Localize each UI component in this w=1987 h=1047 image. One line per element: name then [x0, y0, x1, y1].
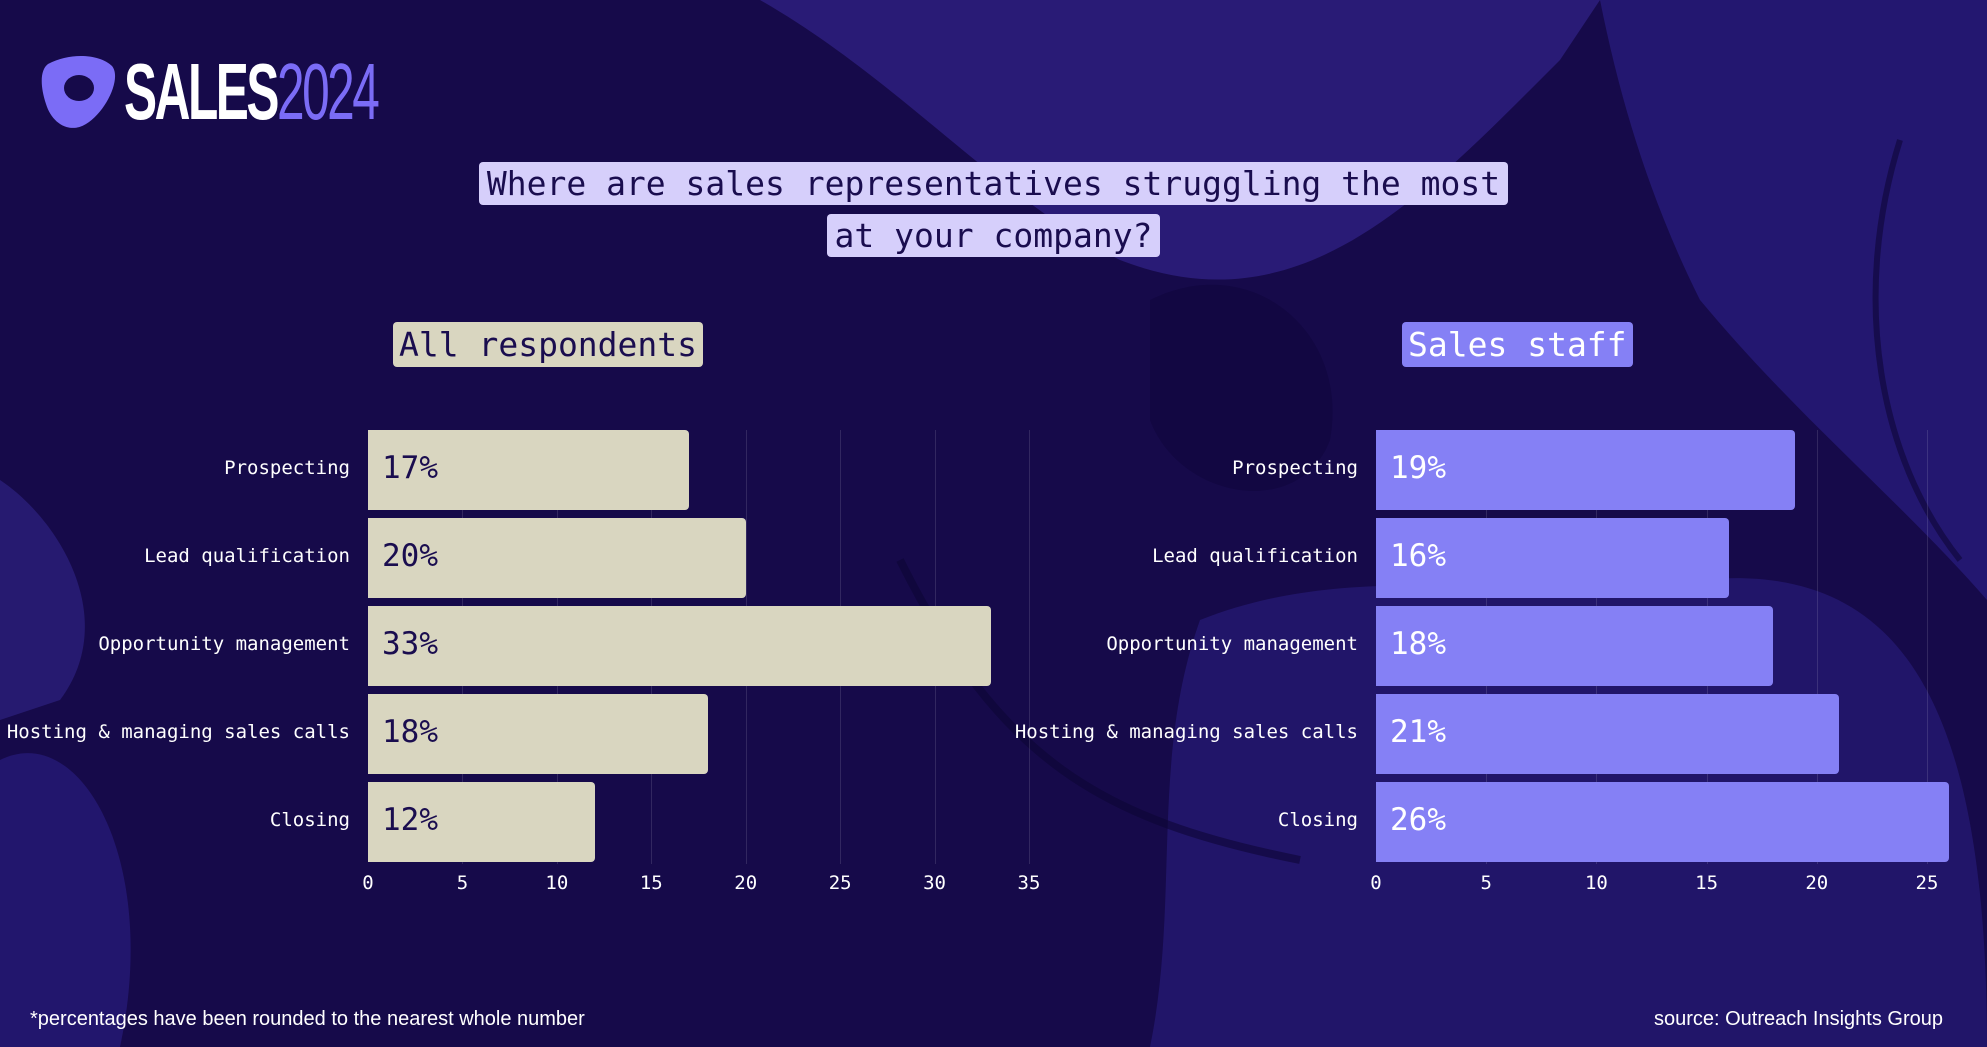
bar — [368, 430, 690, 510]
bar — [368, 606, 992, 686]
bar — [1376, 782, 1950, 862]
x-tick-label: 10 — [1584, 872, 1608, 894]
bar-data-label: 18% — [1390, 626, 1446, 662]
logo-year: 2024 — [276, 47, 380, 136]
category-label: Opportunity management — [1106, 633, 1358, 655]
x-tick-label: 20 — [734, 872, 758, 894]
bar — [1376, 694, 1839, 774]
logo-mark-icon — [41, 55, 116, 128]
x-tick-label: 25 — [828, 872, 852, 894]
category-label: Lead qualification — [1152, 545, 1358, 567]
x-tick-label: 30 — [923, 872, 947, 894]
bar — [368, 782, 595, 862]
chart-title: Sales staff — [1402, 322, 1633, 367]
bar — [1376, 430, 1795, 510]
question-text-2: at your company? — [826, 214, 1161, 257]
logo-word: SALES — [124, 47, 279, 136]
category-label: Prospecting — [1232, 457, 1358, 479]
category-label: Closing — [1277, 809, 1358, 831]
category-label: Hosting & managing sales calls — [1014, 721, 1358, 743]
bar-data-label: 18% — [382, 714, 438, 750]
x-tick-label: 15 — [639, 872, 663, 894]
bar — [1376, 518, 1729, 598]
category-label: Hosting & managing sales calls — [6, 721, 350, 743]
bar-data-label: 19% — [1390, 450, 1446, 486]
bar-data-label: 26% — [1390, 802, 1446, 838]
question-text-1: Where are sales representatives struggli… — [478, 162, 1509, 205]
bar-data-label: 12% — [382, 802, 438, 838]
gridline — [1029, 430, 1030, 864]
bar-data-label: 16% — [1390, 538, 1446, 574]
bar — [368, 694, 708, 774]
category-label: Closing — [269, 809, 350, 831]
x-tick-label: 20 — [1805, 872, 1829, 894]
x-tick-label: 25 — [1915, 872, 1939, 894]
source-note: source: Outreach Insights Group — [1653, 1008, 1943, 1030]
bar-data-label: 20% — [382, 538, 438, 574]
gridline — [1816, 430, 1818, 864]
bar-data-label: 21% — [1390, 714, 1446, 750]
chart-title: All respondents — [393, 322, 704, 367]
x-tick-label: 0 — [1370, 872, 1382, 894]
bar — [368, 518, 746, 598]
x-tick-label: 15 — [1695, 872, 1719, 894]
bar — [1376, 606, 1773, 686]
x-tick-label: 5 — [456, 872, 469, 894]
bar-data-label: 17% — [382, 450, 438, 486]
x-tick-label: 5 — [1480, 872, 1492, 894]
footnote: *percentages have been rounded to the ne… — [30, 1008, 585, 1030]
question-line-1: Where are sales representatives struggli… — [0, 162, 1987, 205]
question-line-2: at your company? — [0, 214, 1987, 257]
category-label: Prospecting — [224, 457, 350, 479]
x-tick-label: 10 — [545, 872, 569, 894]
gridline — [1927, 430, 1928, 864]
bar-data-label: 33% — [382, 626, 438, 662]
x-tick-label: 35 — [1017, 872, 1041, 894]
sales-2024-logo: SALES2024 — [40, 52, 533, 132]
x-tick-label: 0 — [362, 872, 374, 894]
category-label: Lead qualification — [144, 545, 350, 567]
category-label: Opportunity management — [98, 633, 350, 655]
logo-wordmark: SALES2024 — [124, 52, 380, 132]
